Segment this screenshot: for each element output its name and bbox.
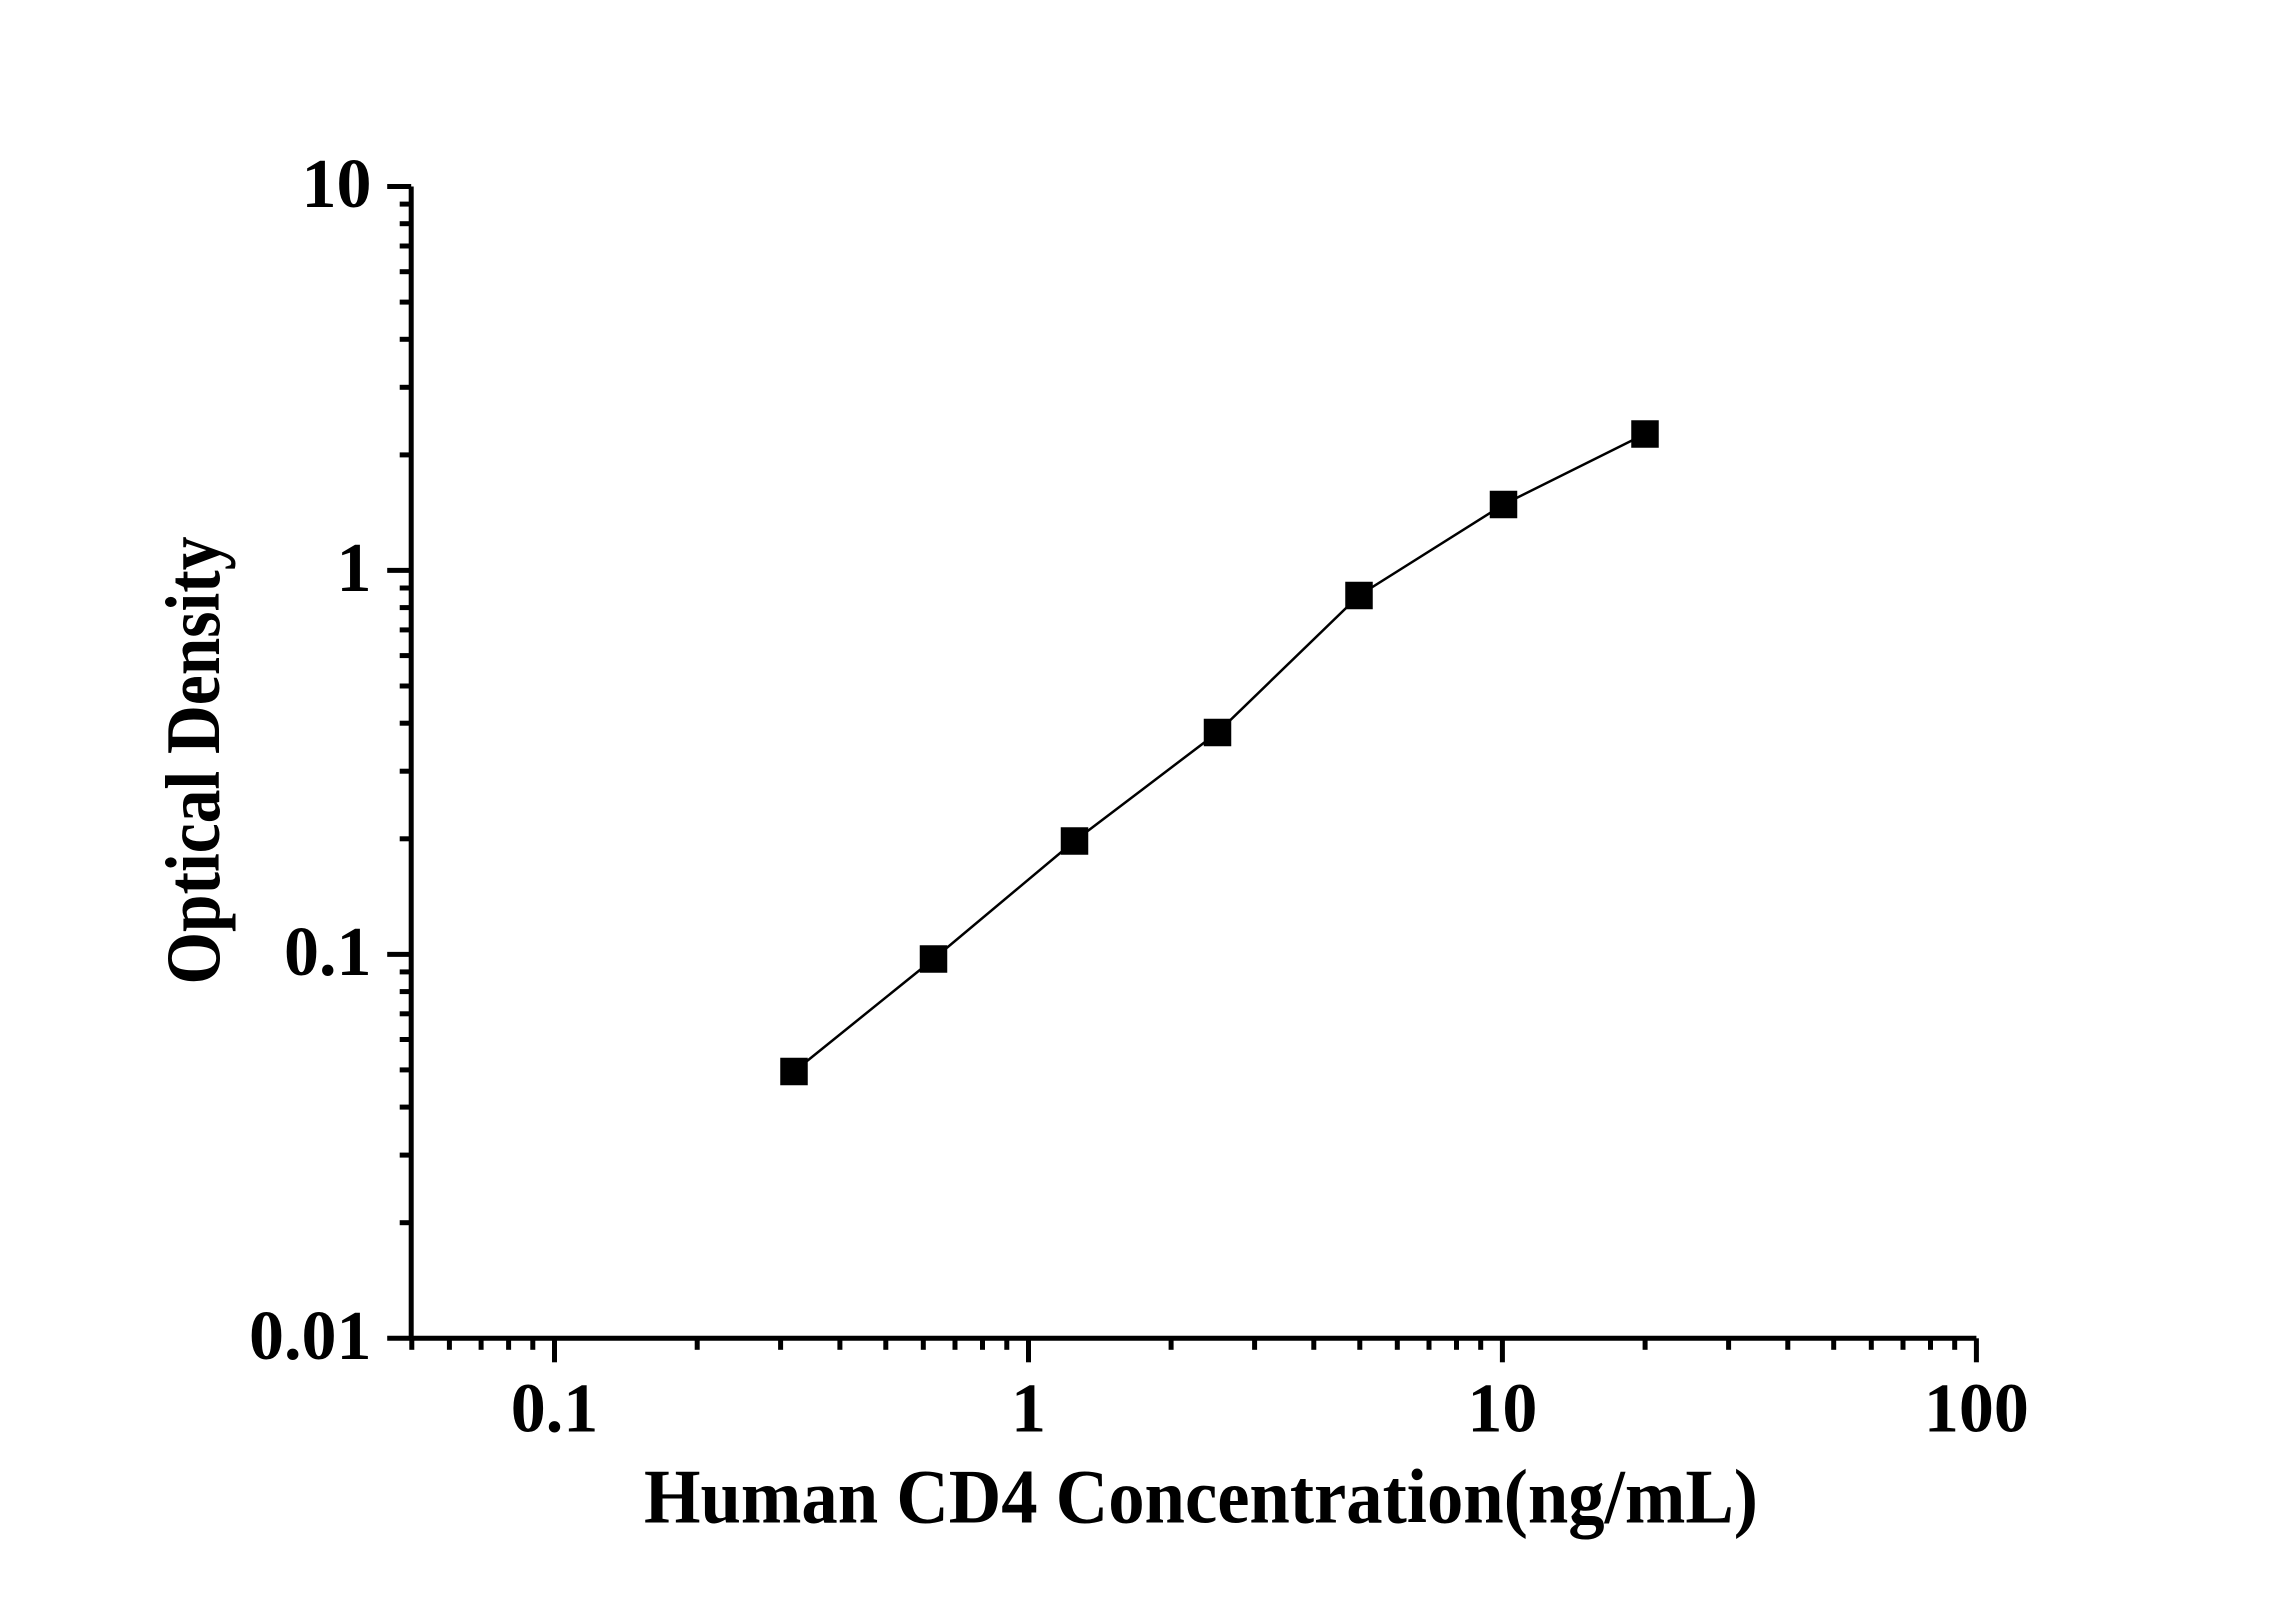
svg-text:0.1: 0.1 xyxy=(511,1371,599,1448)
svg-text:Optical Density: Optical Density xyxy=(150,537,236,985)
svg-text:1: 1 xyxy=(1011,1371,1046,1448)
svg-text:Human CD4 Concentration(ng/mL): Human CD4 Concentration(ng/mL) xyxy=(644,1454,1758,1540)
svg-text:0.01: 0.01 xyxy=(249,1298,372,1375)
svg-text:10: 10 xyxy=(302,146,372,223)
svg-text:100: 100 xyxy=(1924,1371,2029,1448)
svg-text:0.1: 0.1 xyxy=(284,914,372,991)
svg-text:10: 10 xyxy=(1467,1371,1537,1448)
svg-text:1: 1 xyxy=(337,530,372,607)
